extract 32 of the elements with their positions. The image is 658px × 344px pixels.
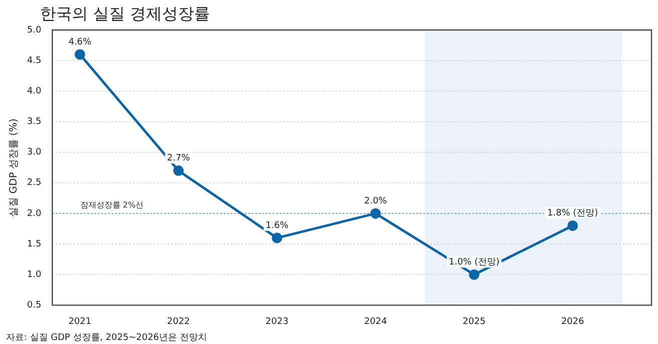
ref-line-label: 잠재성장률 2%선 [80, 200, 144, 210]
y-axis-title: 실질 GDP 성장률 (%) [8, 118, 20, 217]
y-tick-label: 4.0 [26, 86, 42, 96]
chart-title: 한국의 실질 경제성장률 [40, 4, 210, 25]
y-tick-label: 2.5 [26, 178, 42, 188]
point [468, 269, 480, 280]
x-tick-label: 2024 [364, 316, 388, 327]
x-tick-label: 2022 [167, 316, 190, 327]
x-tick-label: 2023 [266, 316, 288, 327]
data-label: 2.0% [364, 196, 388, 206]
y-tick-label: 3.5 [26, 117, 42, 128]
data-label: 1.6% [266, 220, 289, 231]
y-tick-label: 3.0 [26, 148, 42, 158]
point [173, 165, 184, 176]
data-label: 4.6% [68, 37, 92, 48]
x-tick-label: 2025 [462, 316, 486, 327]
data-label: 1.8% (전망) [547, 208, 598, 219]
y-tick-label: 1.5 [26, 239, 42, 250]
text: 자료: 실질 GDP 성장률, 2025~2026년은 전망치 [6, 332, 207, 343]
y-tick-label: 4.5 [26, 56, 42, 66]
point [74, 49, 86, 60]
point [370, 208, 381, 219]
x-tick-label: 2026 [561, 316, 584, 327]
data-label: 1.0% (전망) [448, 257, 500, 268]
y-tick-label: 2.0 [26, 208, 42, 219]
y-tick-label: 0.5 [26, 300, 42, 311]
y-tick-label: 5.0 [26, 25, 42, 36]
data-label: 2.7% [167, 154, 190, 164]
x-tick-label: 2021 [68, 316, 92, 327]
point [272, 232, 282, 244]
point [567, 220, 578, 231]
y-tick-label: 1.0 [26, 270, 42, 280]
